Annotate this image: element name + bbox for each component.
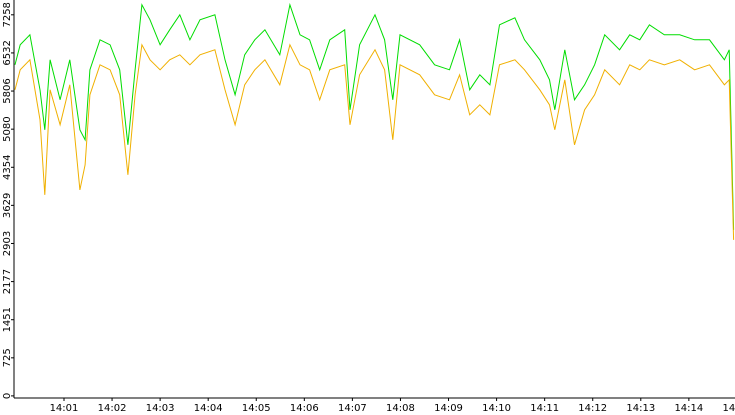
x-tick-label: 14:11 — [530, 403, 559, 414]
x-tick-label: 14:13 — [626, 403, 655, 414]
y-tick-label: 7258 — [2, 2, 13, 27]
x-tick-label: 14:14 — [674, 403, 703, 414]
x-tick-label: 14:02 — [98, 403, 127, 414]
y-tick-label: 725 — [2, 348, 13, 367]
y-tick-label: 1451 — [2, 307, 13, 332]
x-tick-label: 14:03 — [146, 403, 175, 414]
y-tick-label: 0 — [2, 393, 13, 399]
y-tick-label: 6532 — [2, 40, 13, 65]
x-tick-label: 14:04 — [194, 403, 223, 414]
y-tick-label: 5080 — [2, 116, 13, 141]
x-tick-label: 14:08 — [386, 403, 415, 414]
y-tick-label: 5806 — [2, 78, 13, 103]
x-tick-label: 14:09 — [434, 403, 463, 414]
y-tick-label: 2177 — [2, 269, 13, 294]
series-line — [14, 2, 735, 230]
x-tick-label: 14:10 — [482, 403, 511, 414]
x-tick-label: 14:01 — [50, 403, 79, 414]
y-tick-label: 2903 — [2, 231, 13, 256]
x-tick-label: 14:15 — [723, 403, 735, 414]
series-line — [14, 43, 735, 240]
x-tick-label: 14:06 — [290, 403, 319, 414]
y-tick-label: 3629 — [2, 193, 13, 218]
x-tick-label: 14:05 — [242, 403, 271, 414]
y-tick-label: 4354 — [2, 155, 13, 180]
x-tick-label: 14:07 — [338, 403, 367, 414]
x-tick-label: 14:12 — [578, 403, 607, 414]
